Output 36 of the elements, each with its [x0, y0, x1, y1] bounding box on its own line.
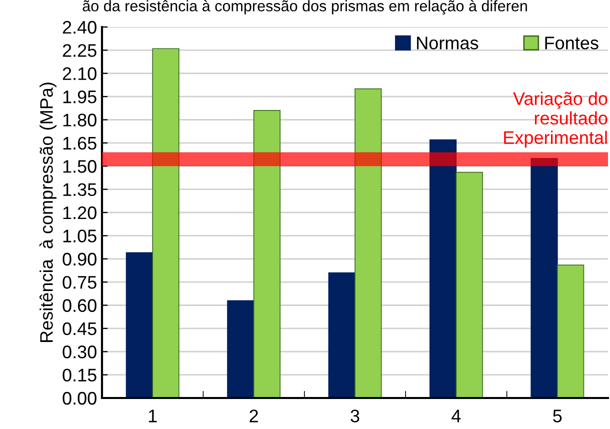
band-label: Variação do resultado Experimental: [504, 92, 608, 148]
x-tick-label: 3: [350, 410, 360, 422]
y-tick-label: 1.95: [63, 90, 96, 104]
bar: [429, 139, 457, 398]
bar: [354, 88, 382, 398]
y-tick-label: 0.90: [62, 252, 96, 266]
y-tick-label: 0.00: [62, 392, 96, 405]
y-tick-label: 1.05: [63, 230, 96, 242]
bar: [126, 252, 154, 398]
y-tick-label: 2.25: [62, 44, 96, 57]
y-axis-title: Resitência à compressão (MPa): [39, 82, 56, 342]
y-tick-label: 0.30: [62, 346, 96, 358]
y-tick-label: 2.10: [62, 67, 96, 80]
bar: [253, 110, 281, 398]
y-tick-label: 2.40: [62, 20, 96, 34]
legend-label: Fontes: [545, 36, 598, 50]
y-tick-label: 1.20: [63, 206, 96, 220]
x-tick-label: 2: [250, 410, 258, 422]
bar: [456, 172, 483, 398]
bar: [227, 300, 254, 398]
y-tick-label: 1.50: [63, 160, 96, 173]
bar: [152, 48, 180, 398]
legend-label: Normas: [417, 36, 478, 50]
x-tick-label: 4: [452, 410, 461, 422]
y-tick-label: 1.65: [63, 136, 96, 150]
bar: [556, 264, 584, 398]
y-tick-label: 1.35: [63, 183, 96, 196]
bar: [328, 272, 356, 398]
x-tick-label: 1: [148, 410, 157, 422]
y-tick-label: 0.15: [62, 368, 96, 382]
y-tick-label: 0.75: [62, 276, 96, 289]
chart-title: ão da resistência à compressão dos prismas em relação à diferen: [82, 0, 527, 14]
x-tick-label: 5: [553, 410, 562, 422]
y-tick-label: 0.60: [62, 299, 96, 312]
y-tick-label: 1.80: [63, 114, 96, 126]
y-tick-label: 0.45: [62, 322, 96, 336]
